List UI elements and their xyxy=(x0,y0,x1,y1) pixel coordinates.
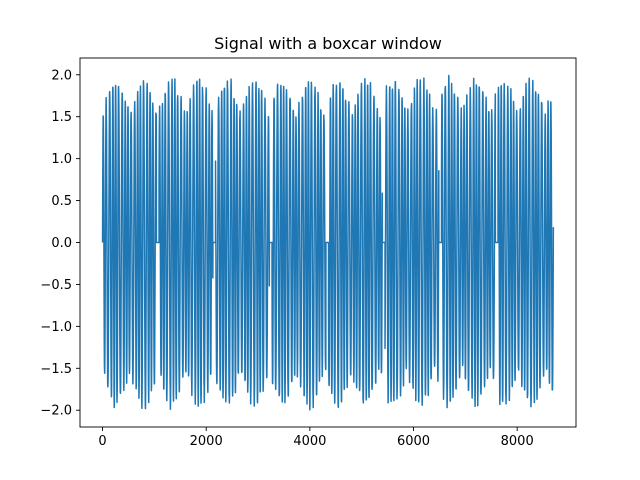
plot-frame xyxy=(79,57,577,428)
y-tick-label: 0.0 xyxy=(51,236,72,251)
y-tick-label: −0.5 xyxy=(40,278,72,293)
x-tick-label: 8000 xyxy=(501,434,534,449)
y-tick-label: 2.0 xyxy=(51,68,72,83)
x-tick-label: 0 xyxy=(98,434,106,449)
y-tick-label: −2.0 xyxy=(40,404,72,419)
y-tick-label: 1.0 xyxy=(51,152,72,167)
series-layer xyxy=(101,74,555,411)
x-tick-label: 4000 xyxy=(293,434,326,449)
y-tick-label: 1.5 xyxy=(51,110,72,125)
x-tick-label: 6000 xyxy=(397,434,430,449)
x-axis: 0 2000 4000 6000 8000 xyxy=(98,427,534,449)
x-tick-label: 2000 xyxy=(190,434,223,449)
y-tick-label: −1.0 xyxy=(40,320,72,335)
y-axis: −2.0 −1.5 −1.0 −0.5 0.0 0.5 1.0 1.5 2.0 xyxy=(40,68,80,419)
y-tick-label: −1.5 xyxy=(40,362,72,377)
signal-line xyxy=(101,74,555,411)
chart-title: Signal with a boxcar window xyxy=(214,34,442,53)
y-tick-label: 0.5 xyxy=(51,194,72,209)
